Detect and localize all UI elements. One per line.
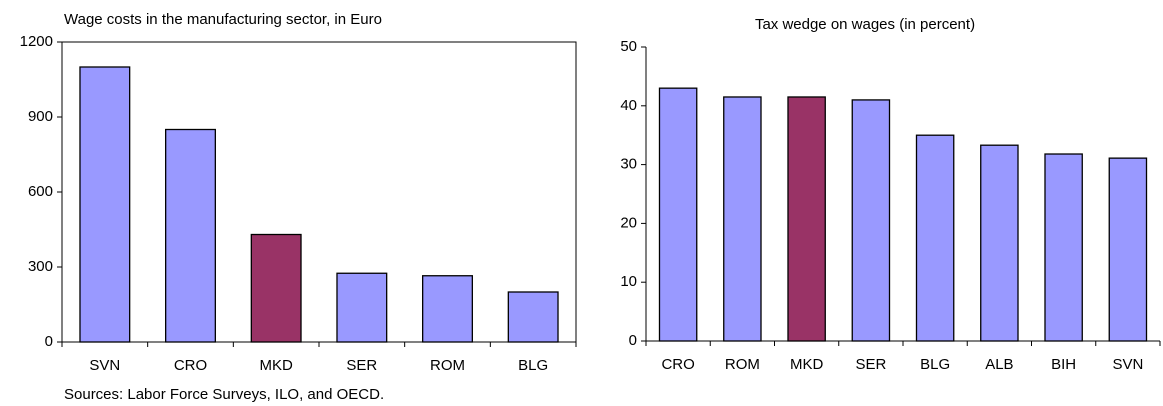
y-tick-label: 600	[28, 183, 53, 200]
bar	[723, 96, 762, 342]
x-tick-label: BIH	[1051, 356, 1076, 373]
x-tick-label: SVN	[89, 357, 120, 374]
bar	[658, 87, 698, 342]
y-tick-label: 10	[620, 273, 637, 290]
x-tick-label: SER	[855, 356, 886, 373]
chart-title: Tax wedge on wages (in percent)	[755, 16, 975, 33]
y-tick-label: 50	[620, 38, 637, 55]
y-tick-label: 0	[45, 333, 53, 350]
y-tick-label: 30	[620, 156, 637, 173]
x-tick-label: ALB	[985, 356, 1013, 373]
x-tick-label: CRO	[661, 356, 694, 373]
plot-frame	[61, 41, 577, 343]
y-tick-label: 20	[620, 214, 637, 231]
y-tick-label: 40	[620, 97, 637, 114]
bar	[507, 291, 559, 343]
y-tick-label: 0	[629, 332, 637, 349]
x-tick-label: CRO	[174, 357, 207, 374]
bar	[250, 233, 302, 343]
x-tick-label: MKD	[790, 356, 824, 373]
bar	[422, 275, 473, 343]
x-tick-label: ROM	[725, 356, 760, 373]
x-tick-label: BLG	[920, 356, 950, 373]
x-tick-label: BLG	[518, 357, 548, 374]
y-tick-label: 1200	[20, 33, 53, 50]
bar	[980, 144, 1019, 342]
x-tick-label: ROM	[430, 357, 465, 374]
bar	[787, 96, 826, 342]
source-note: Sources: Labor Force Surveys, ILO, and O…	[64, 386, 384, 403]
y-tick-label: 300	[28, 258, 53, 275]
x-tick-label: MKD	[259, 357, 293, 374]
bar	[851, 99, 891, 342]
chart-title: Wage costs in the manufacturing sector, …	[64, 11, 382, 28]
bar	[915, 134, 955, 342]
y-tick-label: 900	[28, 108, 53, 125]
bar	[336, 272, 388, 343]
x-tick-label: SER	[346, 357, 377, 374]
x-tick-label: SVN	[1112, 356, 1143, 373]
bar	[165, 128, 216, 343]
bar	[1108, 157, 1148, 342]
bar	[79, 66, 131, 343]
bar	[1044, 153, 1083, 342]
